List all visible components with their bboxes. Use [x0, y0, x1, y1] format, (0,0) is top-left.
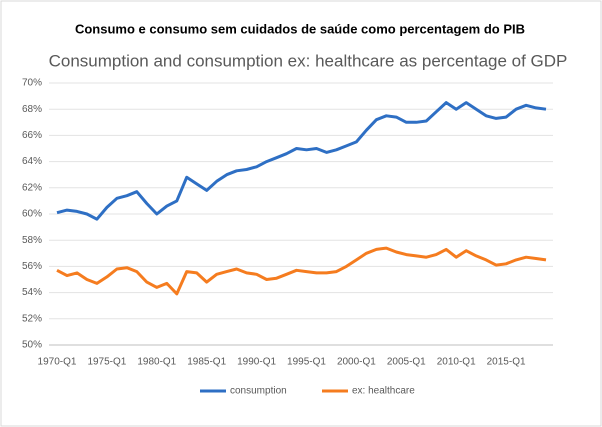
y-tick-label: 56%	[22, 261, 42, 272]
y-tick-label: 62%	[22, 182, 42, 193]
y-tick-label: 58%	[22, 235, 42, 246]
y-tick-label: 54%	[22, 287, 42, 298]
x-tick-label: 2000-Q1	[337, 357, 376, 368]
series-line	[56, 101, 547, 221]
x-tick-label: 2015-Q1	[487, 357, 526, 368]
x-tick-label: 1995-Q1	[287, 357, 326, 368]
legend-label: ex: healthcare	[352, 386, 415, 397]
y-tick-label: 60%	[22, 209, 42, 220]
y-tick-label: 50%	[22, 340, 42, 351]
y-tick-label: 66%	[22, 130, 42, 141]
x-tick-label: 1985-Q1	[187, 357, 226, 368]
y-tick-label: 70%	[22, 78, 42, 89]
series-line	[56, 246, 547, 296]
x-tick-label: 1990-Q1	[237, 357, 276, 368]
x-tick-label: 2010-Q1	[437, 357, 476, 368]
y-tick-label: 64%	[22, 156, 42, 167]
x-tick-label: 1970-Q1	[38, 357, 77, 368]
x-tick-label: 2005-Q1	[387, 357, 426, 368]
legend-label: consumption	[230, 386, 287, 397]
chart-title: Consumption and consumption ex: healthca…	[49, 51, 568, 70]
y-tick-label: 68%	[22, 104, 42, 115]
y-tick-label: 52%	[22, 313, 42, 324]
x-tick-label: 1980-Q1	[137, 357, 176, 368]
heading: Consumo e consumo sem cuidados de saúde …	[75, 21, 525, 36]
x-tick-label: 1975-Q1	[87, 357, 126, 368]
